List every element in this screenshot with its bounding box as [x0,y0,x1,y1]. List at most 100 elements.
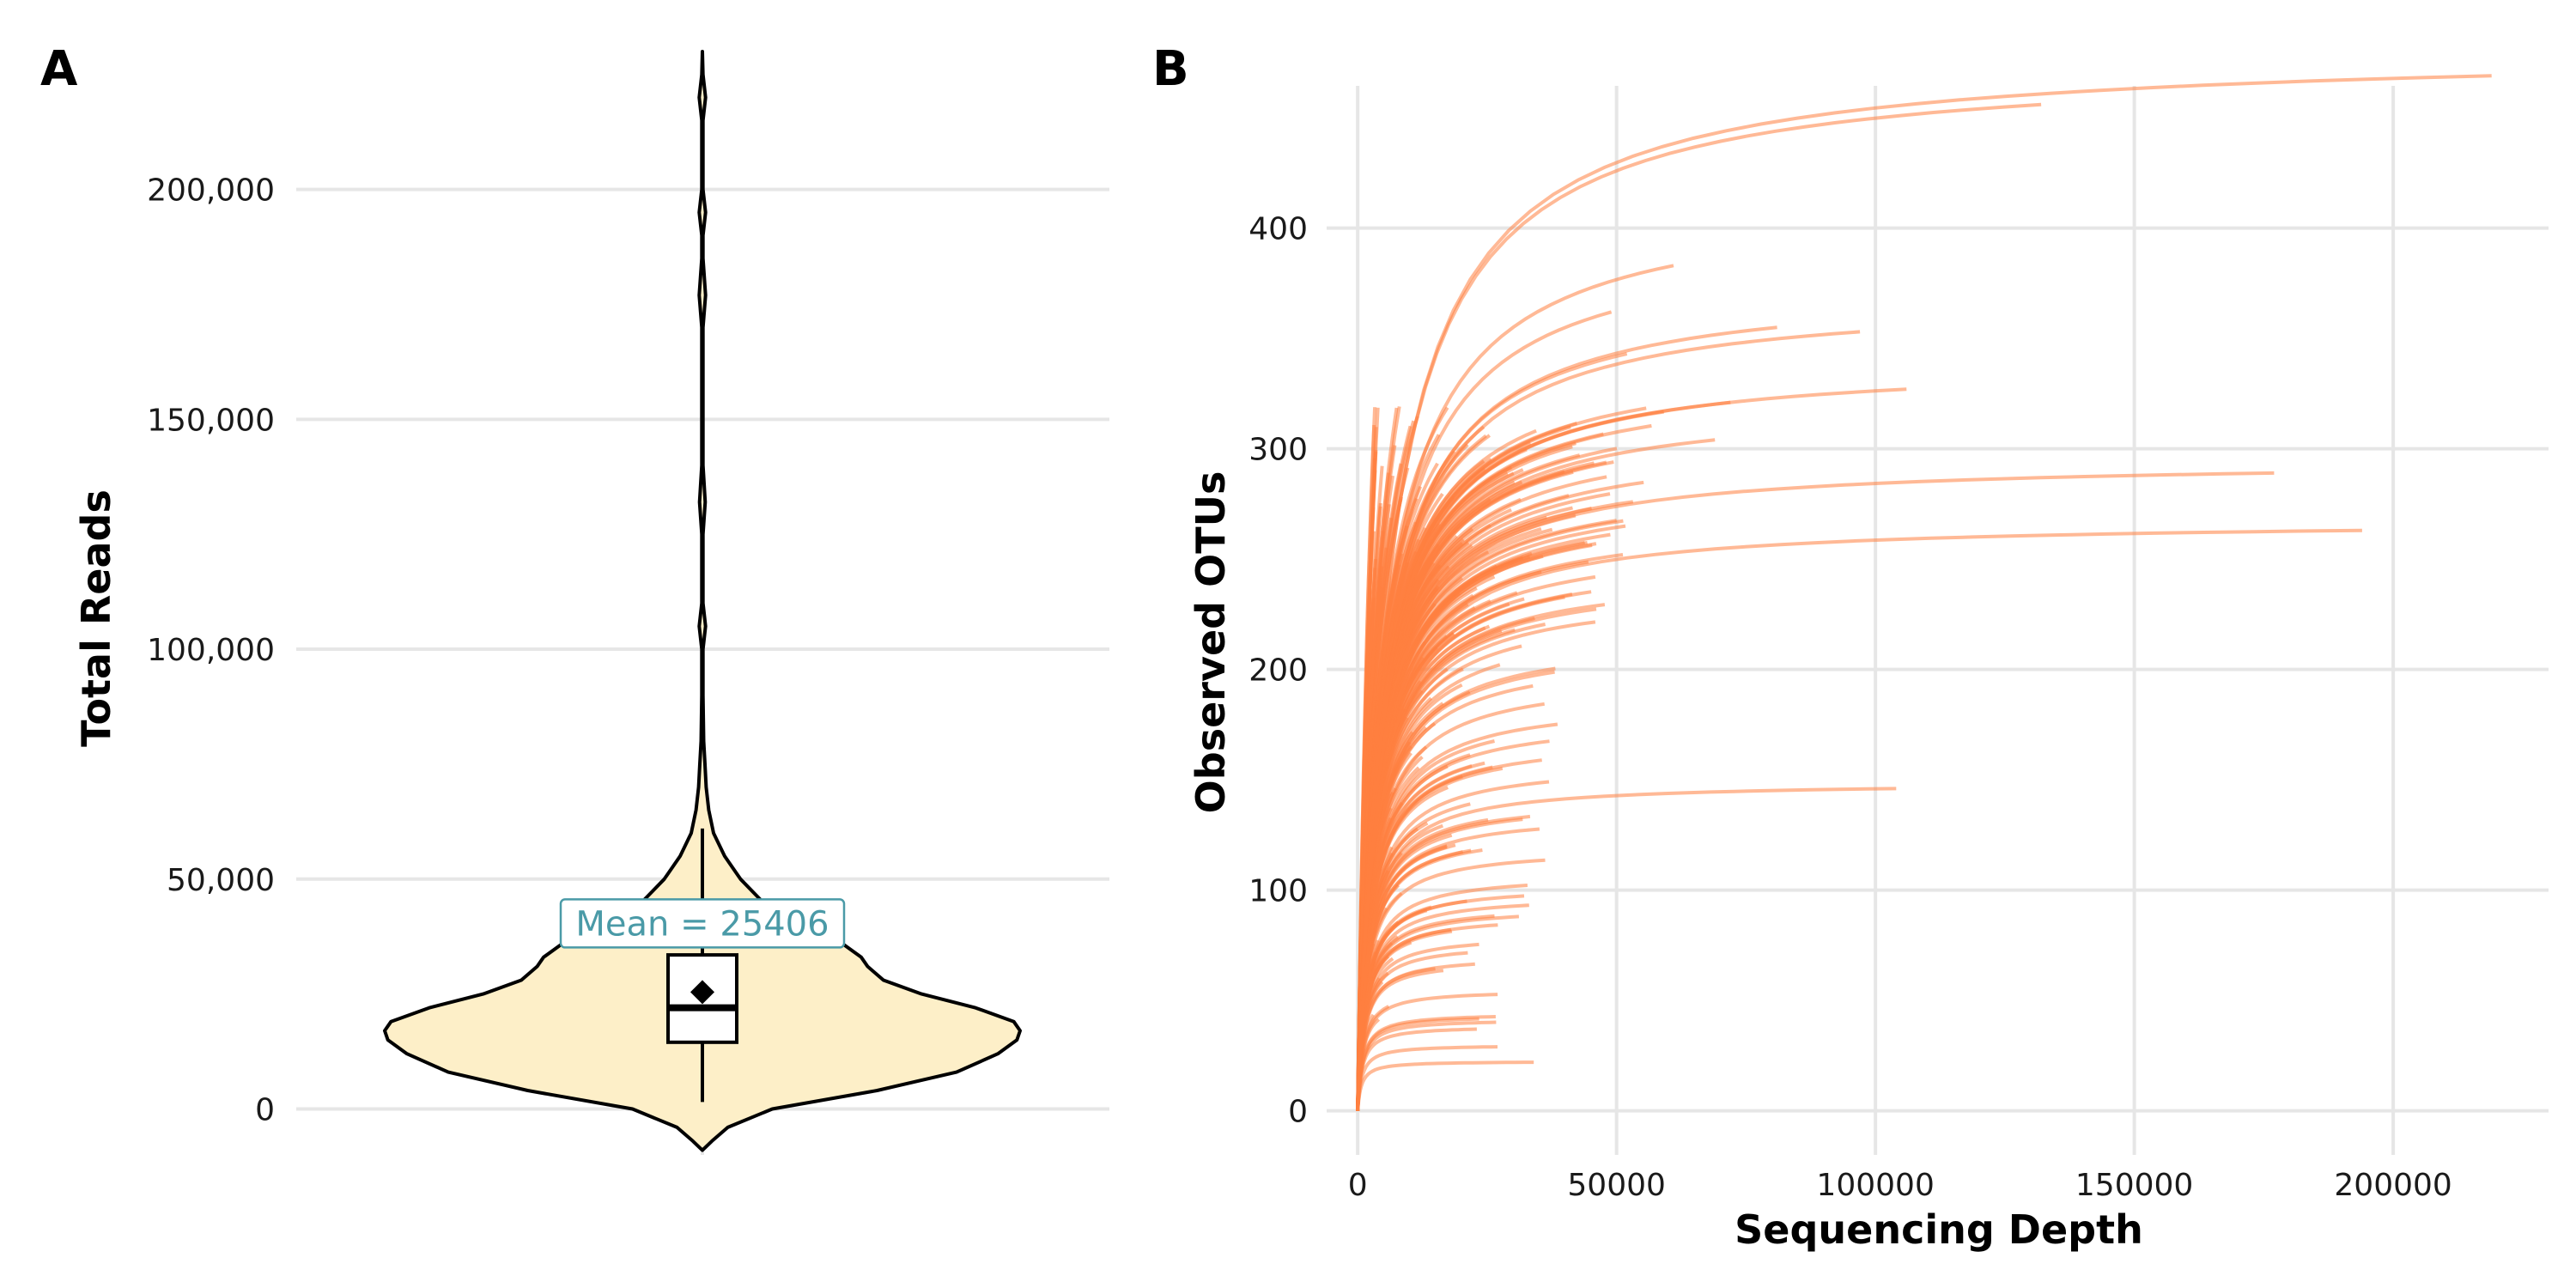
rarefaction-curve [1356,951,1468,1111]
rarefaction-curve [1356,731,1414,1111]
y-tick-label: 200,000 [147,173,275,209]
rarefaction-curve [1356,507,1376,1111]
rarefaction-curve [1356,677,1396,1111]
rarefaction-curve [1356,753,1471,1111]
rarefaction-curve [1356,821,1429,1111]
rarefaction-curve [1356,551,1533,1111]
rarefaction-curve [1356,578,1440,1111]
rarefaction-curve [1356,492,1444,1111]
rarefaction-curve [1356,570,1542,1111]
box-iqr [666,953,738,1044]
panel-label-b: B [1152,41,1189,97]
rarefaction-curve [1356,632,1455,1111]
rarefaction-curve [1356,853,1376,1111]
rarefaction-curve [1356,562,1410,1111]
rarefaction-curve [1356,936,1376,1111]
rarefaction-curve [1356,823,1444,1111]
rarefaction-curve [1356,894,1525,1111]
rarefaction-curve [1356,443,1469,1111]
rarefaction-curve [1356,670,1383,1111]
violin-plot-panel-a: A 0 50,000 100,000 150,000 200,000 Total Rea… [40,41,1109,1155]
rarefaction-curve [1356,940,1413,1111]
rarefaction-curve [1356,751,1413,1111]
x-tick-label: 100000 [1816,1168,1934,1203]
rarefaction-curve [1356,962,1475,1111]
rarefaction-curve [1356,480,1523,1111]
rarefaction-curve [1356,586,1386,1111]
rarefaction-curve [1356,471,2275,1111]
rarefaction-curve [1356,434,1491,1111]
rarefaction-curve [1356,565,1450,1111]
rarefaction-curve [1356,728,1390,1111]
rarefaction-curve [1356,452,1378,1111]
rarefaction-curve [1356,524,1626,1111]
rarefaction-curve [1356,741,1412,1111]
rarefaction-curve [1356,904,1376,1111]
x-axis-title: Sequencing Depth [1735,1206,2143,1253]
rarefaction-curve [1356,502,1382,1111]
rarefaction-curve [1356,531,1376,1111]
rarefaction-curve [1356,460,1614,1111]
rarefaction-curve [1356,468,1524,1111]
rarefaction-curve [1356,591,1518,1111]
rarefaction-curve [1356,590,1592,1111]
rarefaction-curve [1356,920,1400,1111]
rarefaction-curve [1356,977,1382,1111]
rarefaction-curve [1356,538,1421,1111]
rarefaction-curve [1356,541,1588,1111]
rarefaction-curve [1356,914,1520,1111]
rarefaction-curve [1356,883,1377,1111]
rarefaction-curve [1356,74,2492,1111]
rarefaction-curve [1356,450,1378,1111]
rarefaction-curve [1356,702,1376,1111]
rarefaction-curve [1356,1020,1497,1111]
rarefaction-curve [1356,827,1419,1111]
rarefaction-curve [1356,470,1377,1111]
rarefaction-curve [1356,538,1465,1111]
rarefaction-curve [1356,620,1596,1111]
rarefaction-curve [1356,471,1515,1111]
rarefaction-curve [1356,739,1495,1111]
rarefaction-curve [1356,407,1377,1111]
rarefaction-curve [1356,560,1589,1111]
rarefaction-curve [1356,696,1433,1111]
rarefaction-curve [1356,541,1470,1111]
rarefaction-curve [1356,568,1377,1111]
rarefaction-curve [1356,562,1436,1111]
rarefaction-curve [1356,618,1420,1111]
rarefaction-curve [1356,467,1410,1111]
rarefaction-curve [1356,670,1555,1111]
y-axis-title: Observed OTUs [1188,471,1234,814]
rarefaction-curve [1356,722,1558,1111]
rarefaction-curve [1356,629,1396,1111]
rarefaction-curve [1356,102,2042,1111]
y-tick-label: 0 [1288,1095,1308,1130]
rarefaction-curve [1356,623,1546,1111]
y-tick-label: 300 [1249,433,1308,468]
rarefaction-curve [1356,550,1490,1111]
rarefaction-curve [1356,421,1577,1111]
rarefaction-curve [1356,690,1407,1111]
rarefaction-curve [1356,470,1565,1111]
rarefaction-curve [1356,447,1528,1111]
rarefaction-curve [1356,721,1404,1111]
rarefaction-curve [1356,833,1453,1111]
rarefaction-curve [1356,745,1428,1111]
rarefaction-curve [1356,846,1394,1111]
rarefaction-curve [1356,843,1456,1111]
rarefaction-curve [1356,544,1473,1111]
rarefaction-curve [1356,472,1390,1111]
rarefaction-curve [1356,1018,1381,1111]
rarefaction-curve [1356,406,1449,1111]
rarefaction-curve [1356,410,1665,1111]
y-tick-label: 200 [1249,653,1308,689]
rarefaction-curve [1356,951,1378,1111]
rarefaction-curve [1356,726,1383,1111]
mean-label: Mean = 25406 [575,904,829,944]
rarefaction-curve [1356,943,1376,1111]
rarefaction-curve [1356,971,1389,1111]
rarefaction-curve [1356,556,1524,1111]
rarefaction-curve [1356,697,1388,1111]
rarefaction-curve [1356,775,1463,1111]
mean-label-box [559,898,846,949]
